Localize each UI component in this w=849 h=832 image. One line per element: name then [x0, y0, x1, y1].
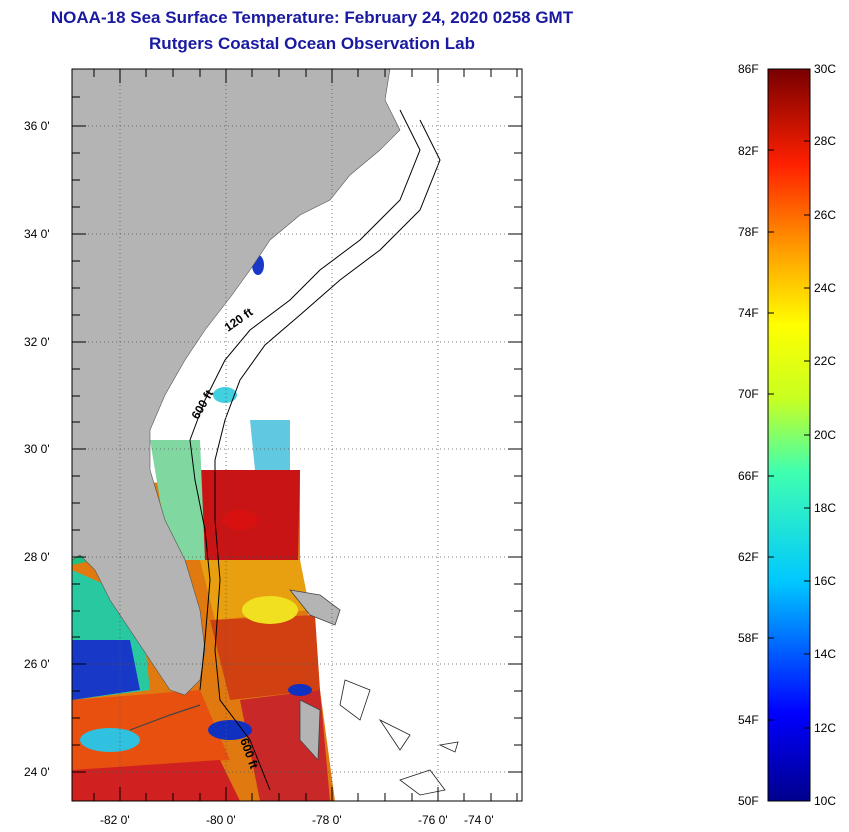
colorbar-fahrenheit-labels: 86F 82F 78F 74F 70F 66F 62F 58F 54F 50F [738, 62, 759, 808]
colorbar-f-label: 70F [738, 387, 759, 401]
lon-label: -80 0' [206, 813, 236, 827]
colorbar-c-label: 22C [814, 354, 836, 368]
colorbar-c-label: 28C [814, 134, 836, 148]
colorbar [767, 68, 811, 802]
colorbar-c-label: 16C [814, 574, 836, 588]
colorbar-c-label: 24C [814, 281, 836, 295]
latitude-labels: 36 0' 34 0' 32 0' 30 0' 28 0' 26 0' 24 0… [24, 119, 50, 779]
axis-ticks [72, 69, 522, 801]
map-subtitle: Rutgers Coastal Ocean Observation Lab [149, 34, 475, 53]
longitude-labels: -82 0' -80 0' -78 0' -76 0' -74 0' [100, 813, 494, 827]
colorbar-c-label: 14C [814, 647, 836, 661]
lat-label: 24 0' [24, 765, 50, 779]
colorbar-f-label: 62F [738, 550, 759, 564]
colorbar-f-label: 66F [738, 469, 759, 483]
colorbar-f-label: 58F [738, 631, 759, 645]
lat-label: 26 0' [24, 657, 50, 671]
cuba-outline [399, 769, 446, 796]
colorbar-f-label: 74F [738, 306, 759, 320]
florida-keys [129, 704, 201, 731]
map-title: NOAA-18 Sea Surface Temperature: Februar… [50, 8, 574, 27]
contour-120ft [189, 109, 421, 691]
lon-label: -82 0' [100, 813, 130, 827]
lon-label: -74 0' [464, 813, 494, 827]
colorbar-celsius-labels: 30C 28C 26C 24C 22C 20C 18C 16C 14C 12C … [814, 62, 836, 808]
colorbar-f-label: 82F [738, 144, 759, 158]
lat-label: 36 0' [24, 119, 50, 133]
lon-label: -78 0' [312, 813, 342, 827]
bahamas-outlines [339, 679, 459, 753]
colorbar-c-label: 20C [814, 428, 836, 442]
colorbar-c-label: 10C [814, 794, 836, 808]
colorbar-f-label: 86F [738, 62, 759, 76]
colorbar-f-label: 54F [738, 713, 759, 727]
map-gridlines [72, 69, 522, 801]
land-mass [72, 69, 401, 696]
colorbar-f-label: 78F [738, 225, 759, 239]
lat-label: 34 0' [24, 227, 50, 241]
bahamas-island [289, 589, 341, 626]
lon-label: -76 0' [418, 813, 448, 827]
lat-label: 30 0' [24, 442, 50, 456]
colorbar-c-label: 30C [814, 62, 836, 76]
lat-label: 32 0' [24, 335, 50, 349]
colorbar-ticks [768, 140, 810, 729]
lat-label: 28 0' [24, 550, 50, 564]
andros-island [299, 699, 321, 761]
colorbar-c-label: 12C [814, 721, 836, 735]
contour-600ft [214, 119, 441, 791]
colorbar-c-label: 18C [814, 501, 836, 515]
colorbar-c-label: 26C [814, 208, 836, 222]
colorbar-f-label: 50F [738, 794, 759, 808]
